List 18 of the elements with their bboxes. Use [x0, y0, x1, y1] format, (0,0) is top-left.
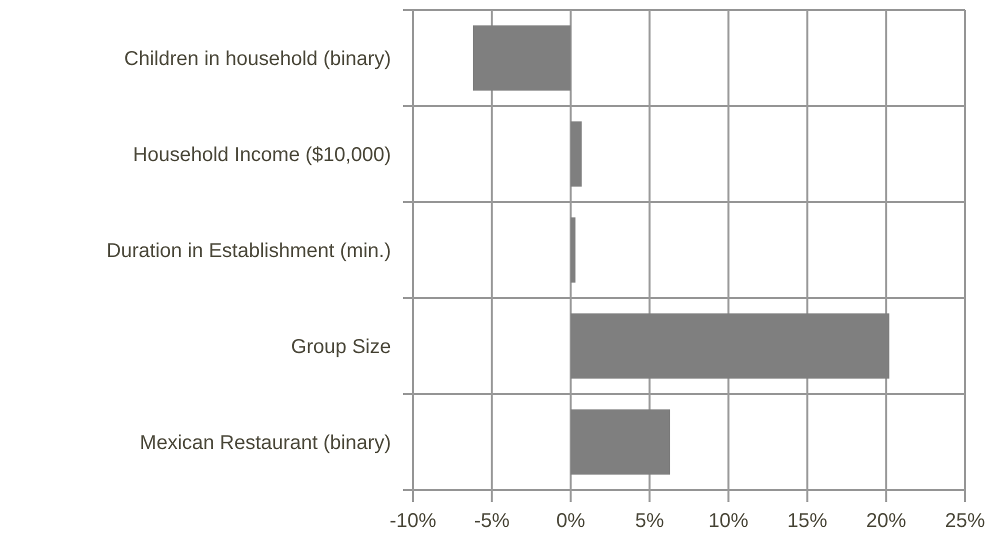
bar	[570, 409, 670, 475]
bar	[570, 313, 890, 379]
x-tick-label: 15%	[787, 510, 828, 532]
bar	[570, 121, 582, 187]
x-tick-label: 5%	[635, 510, 664, 532]
x-tick-label: -5%	[474, 510, 510, 532]
y-tick-label: Mexican Restaurant (binary)	[140, 432, 391, 454]
x-tick-label: 0%	[556, 510, 586, 532]
x-tick-label: 20%	[866, 510, 906, 532]
x-tick-label: 10%	[708, 510, 749, 532]
y-tick-label: Household Income ($10,000)	[133, 144, 391, 166]
bar	[472, 25, 571, 91]
y-tick-label: Children in household (binary)	[124, 48, 391, 70]
x-tick-label: -10%	[390, 510, 437, 532]
y-tick-label: Duration in Establishment (min.)	[106, 240, 391, 262]
bar	[570, 217, 576, 283]
y-tick-label: Group Size	[290, 336, 391, 358]
x-tick-label: 25%	[944, 510, 986, 532]
